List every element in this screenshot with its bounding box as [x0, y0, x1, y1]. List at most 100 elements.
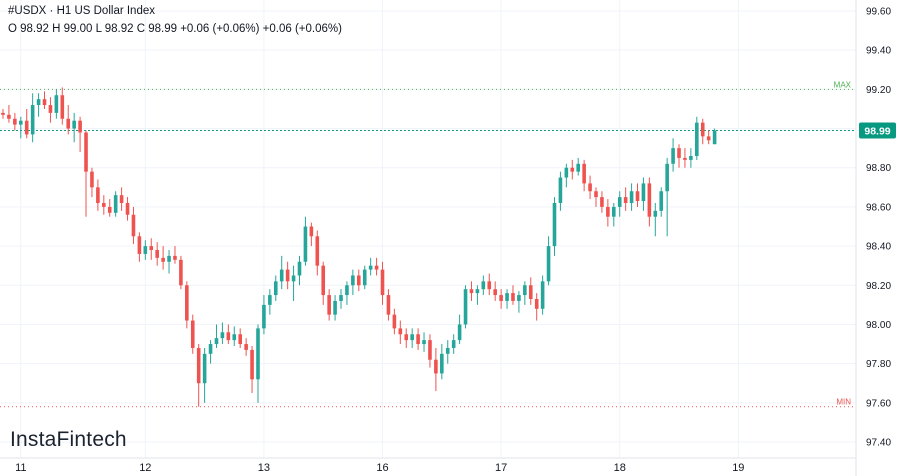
candle [345, 281, 349, 305]
time-axis[interactable]: 11 12 13 16 17 18 19 [0, 457, 856, 474]
candle [600, 191, 604, 213]
candle-body [351, 275, 355, 286]
candle-body [96, 187, 100, 203]
candle-body [244, 344, 248, 350]
candle [256, 324, 260, 403]
candles[interactable] [1, 87, 717, 407]
candle-body [570, 167, 575, 172]
candle [564, 163, 569, 188]
candle-body [404, 334, 409, 341]
price-axis[interactable]: 99.6099.4099.2099.0098.8098.6098.4098.20… [855, 0, 896, 476]
candle-body [333, 300, 337, 315]
candle-body [511, 293, 515, 301]
y-tick-label: 97.40 [866, 438, 891, 449]
candle [167, 250, 171, 274]
candle [119, 187, 124, 211]
candle [528, 277, 533, 305]
candle [493, 281, 497, 301]
candle [36, 93, 41, 117]
candle [48, 97, 53, 123]
y-tick-label: 98.00 [866, 320, 891, 331]
candle-body [499, 295, 503, 301]
candle [700, 118, 705, 145]
candle [641, 177, 646, 211]
candle [457, 314, 462, 345]
candle-body [517, 295, 521, 301]
candle-body [677, 148, 681, 158]
candle-body [214, 338, 219, 345]
candle [96, 179, 100, 211]
candle [90, 167, 94, 198]
candle-body [528, 285, 533, 299]
candle-body [374, 265, 379, 270]
candle [392, 308, 397, 335]
candle [190, 314, 195, 354]
candle-body [30, 105, 35, 135]
candle [214, 324, 219, 348]
max-level-label: MAX [834, 80, 852, 89]
candle [131, 206, 136, 245]
candle-body [428, 340, 432, 360]
x-tick-label: 11 [15, 462, 26, 474]
candle [54, 89, 59, 119]
candle-body [410, 334, 414, 341]
candle-body [250, 349, 254, 380]
y-tick-label: 99.20 [866, 85, 891, 96]
candle-body [285, 269, 290, 282]
candle [273, 275, 278, 301]
candle-body [552, 202, 557, 247]
candle-body [523, 285, 527, 296]
candle [155, 242, 159, 266]
candle-body [179, 259, 183, 286]
candle [60, 87, 65, 125]
candle [161, 246, 165, 270]
candle [481, 275, 486, 296]
candle-body [291, 275, 296, 282]
candle-body [107, 206, 112, 213]
y-tick-label: 99.60 [866, 7, 891, 18]
candle [268, 289, 272, 315]
candle [422, 332, 426, 352]
candle [434, 347, 438, 392]
candle [611, 202, 616, 227]
candle [582, 159, 586, 192]
candle [250, 346, 254, 394]
candle-body [309, 226, 314, 237]
candle-body [600, 197, 604, 207]
candle-body [629, 191, 634, 203]
candle-body [7, 114, 11, 119]
candle [315, 230, 320, 276]
candle [107, 199, 112, 217]
y-tick-label: 98.80 [866, 163, 891, 174]
candle [303, 216, 308, 266]
candle-body [635, 191, 640, 202]
candle-body [611, 206, 616, 217]
candle [173, 246, 177, 264]
candle [677, 144, 681, 168]
candle [72, 112, 76, 143]
candle [712, 128, 717, 145]
candle-body [469, 289, 474, 294]
candle [357, 269, 361, 292]
candle [463, 285, 468, 329]
candle [30, 93, 35, 143]
ohlc-readout: O 98.92 H 99.00 L 98.92 C 98.99 +0.06 (+… [8, 23, 342, 35]
x-tick-label: 12 [139, 462, 151, 474]
candle [546, 236, 551, 286]
candle [617, 191, 622, 217]
last-price-label: 98.99 [864, 126, 890, 138]
candle-body [534, 298, 539, 309]
candle [362, 265, 367, 290]
candle-body [1, 112, 5, 115]
candle [404, 328, 409, 348]
candle [475, 285, 480, 305]
candle-body [113, 195, 118, 213]
candle-body [185, 285, 189, 321]
candle-body [137, 236, 142, 254]
candle-body [48, 105, 53, 113]
brand-logo: InstaFintech [10, 428, 127, 451]
y-tick-label: 97.60 [866, 398, 891, 409]
candle [695, 116, 699, 160]
candle-body [190, 320, 195, 348]
candle-body [398, 328, 403, 335]
